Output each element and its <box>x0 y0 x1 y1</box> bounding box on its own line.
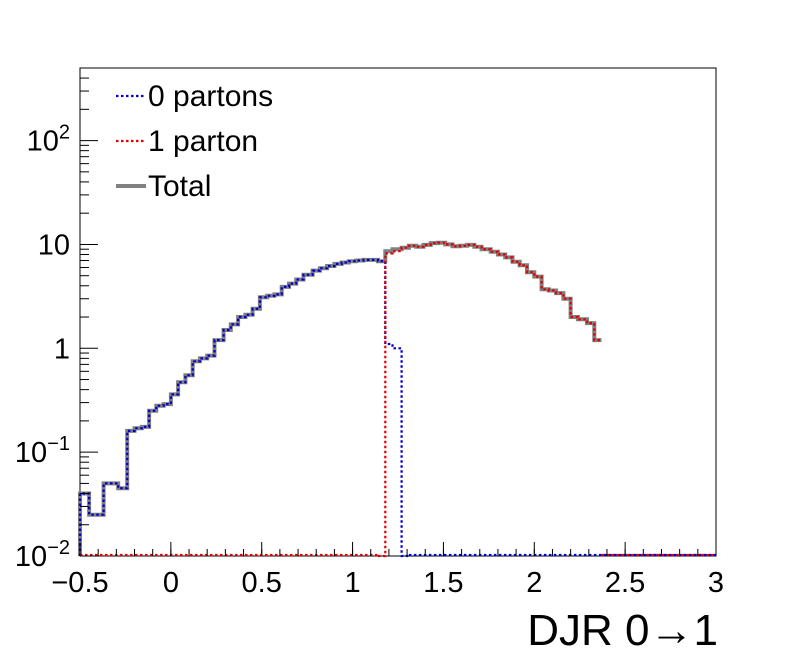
y-tick-label: 1 <box>54 333 70 365</box>
y-tick-label-exponent: −1 <box>47 433 70 455</box>
y-tick-label: 10 <box>38 229 70 261</box>
series-0-partons-histogram <box>78 258 409 558</box>
x-axis-title: DJR 0→1 <box>527 606 718 655</box>
y-tick-label-exponent: −2 <box>47 537 70 559</box>
legend-label-0-partons: 0 partons <box>148 80 273 113</box>
x-tick-label: 0 <box>163 567 179 599</box>
y-tick-label-base: 1 <box>54 333 70 365</box>
x-tick-labels: −0.5 0 0.5 1 1.5 2 2.5 3 <box>51 567 724 599</box>
y-tick-label-base: 10 <box>15 541 47 573</box>
legend-label-1-parton: 1 parton <box>148 125 258 158</box>
series-total-histogram <box>78 240 602 556</box>
series-layer <box>78 240 716 558</box>
y-tick-label: 10−2 <box>15 537 70 573</box>
tick-layer <box>79 67 717 557</box>
plot-frame <box>79 67 717 557</box>
x-tick-label: −0.5 <box>51 567 108 599</box>
x-tick-label: 3 <box>708 567 724 599</box>
y-tick-label-base: 10 <box>38 229 70 261</box>
x-tick-label: 2 <box>526 567 542 599</box>
y-tick-label-base: 10 <box>27 126 59 158</box>
y-tick-label-base: 10 <box>15 437 47 469</box>
legend-label-total: Total <box>148 170 211 203</box>
y-tick-label: 10−1 <box>15 433 70 469</box>
y-tick-label-exponent: 2 <box>59 122 70 144</box>
y-tick-label: 102 <box>27 122 70 158</box>
x-tick-label: 0.5 <box>242 567 282 599</box>
x-tick-label: 2.5 <box>605 567 645 599</box>
legend: 0 partons 1 parton Total <box>116 80 273 203</box>
series-1-parton-histogram <box>378 241 602 558</box>
x-tick-label: 1.5 <box>423 567 463 599</box>
x-tick-label: 1 <box>345 567 361 599</box>
